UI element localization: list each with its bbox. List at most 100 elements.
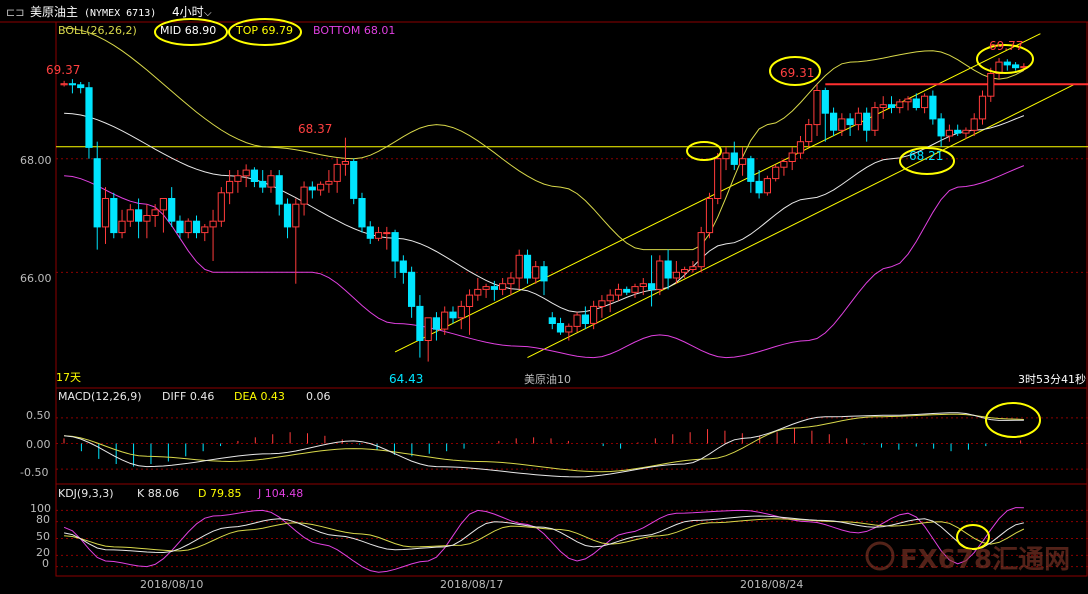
- candle-body: [780, 161, 788, 168]
- highlight-ellipse: [976, 44, 1034, 74]
- candle-body: [714, 158, 722, 199]
- candle-body: [416, 305, 424, 341]
- y-tick-label: 66.00: [20, 272, 52, 285]
- kdj-indicator-label[interactable]: KDJ(9,3,3): [58, 487, 114, 500]
- menu-icon[interactable]: ⊏⊐: [6, 6, 24, 19]
- watermark: FX678汇通网: [865, 541, 1070, 575]
- candle-body: [805, 124, 813, 143]
- candle-body: [85, 87, 93, 148]
- candle-body: [242, 169, 250, 177]
- main-gridlines: [56, 158, 1088, 273]
- highlight-ellipse: [956, 524, 990, 550]
- macd-legend: MACD(12,26,9) DIFF 0.46 DEA 0.43 0.06: [58, 390, 331, 403]
- candle-body: [929, 95, 937, 120]
- highlight-ellipse: [985, 402, 1041, 438]
- macd-diff-line: [64, 412, 1024, 478]
- boll-indicator-label[interactable]: BOLL(26,26,2): [58, 24, 137, 37]
- candle-body: [482, 286, 490, 290]
- candle-body: [730, 152, 738, 165]
- main-y-axis: 68.00 66.00: [20, 154, 52, 285]
- candle-body: [739, 158, 747, 165]
- y-tick-label: 100: [30, 502, 51, 515]
- candle-body: [581, 314, 589, 324]
- y-tick-label: 50: [36, 530, 50, 543]
- y-tick-label: 0: [42, 557, 49, 570]
- candle-body: [648, 283, 656, 290]
- candle-body: [118, 220, 126, 234]
- x-tick-label: 2018/08/24: [740, 578, 803, 591]
- kdj-k-line: [63, 515, 1025, 554]
- macd-indicator-label[interactable]: MACD(12,26,9): [58, 390, 142, 403]
- price-annotation: 68.21: [909, 149, 943, 163]
- boll-bottom-label: BOTTOM 68.01: [313, 24, 395, 37]
- period-selector[interactable]: 4小时: [172, 5, 204, 19]
- boll-upper-line: [64, 27, 1025, 251]
- kdj-k-label: K 88.06: [137, 487, 179, 500]
- candle-body: [887, 104, 896, 108]
- candle-body: [788, 152, 796, 162]
- candle-body: [176, 220, 184, 234]
- candle-body: [896, 101, 904, 109]
- candle-body: [763, 178, 771, 194]
- candle-body: [68, 83, 77, 86]
- candle-body: [523, 254, 532, 279]
- candle-body: [1003, 61, 1011, 66]
- candlesticks: [60, 58, 1028, 362]
- candle-body: [325, 180, 333, 185]
- y-tick-label: -0.50: [20, 466, 48, 479]
- candle-body: [606, 294, 614, 302]
- trend-lines: [56, 33, 1088, 359]
- trend-line: [527, 84, 1074, 359]
- candle-body: [341, 161, 349, 165]
- contract-label: 美原油10: [524, 372, 571, 386]
- candle-body: [656, 260, 664, 290]
- candle-body: [159, 198, 168, 211]
- candle-body: [292, 203, 300, 228]
- candle-body: [631, 286, 639, 293]
- period-count-label: 17天: [56, 371, 81, 384]
- candle-body: [77, 84, 85, 89]
- price-annotations: 69.37 68.37 69.31 69.77 68.21 64.43: [46, 39, 1023, 386]
- candle-body: [912, 98, 920, 108]
- watermark-text: FX678汇通网: [900, 545, 1070, 575]
- candle-body: [275, 175, 283, 205]
- candle-body: [135, 209, 143, 222]
- candle-body: [333, 163, 341, 182]
- candle-body: [904, 98, 912, 103]
- y-tick-label: 0.50: [26, 409, 51, 422]
- candle-body: [1012, 64, 1020, 69]
- panel-frames: [0, 21, 1088, 577]
- y-tick-label: 0.00: [26, 438, 51, 451]
- candle-body: [143, 215, 151, 222]
- bollinger-bands: [64, 27, 1025, 359]
- chevron-down-icon[interactable]: ⌵: [204, 8, 212, 19]
- candle-body: [234, 175, 242, 182]
- candle-body: [192, 220, 201, 234]
- candle-body: [681, 269, 689, 273]
- candle-body: [449, 311, 457, 319]
- candle-body: [565, 325, 573, 333]
- candle-body: [838, 118, 846, 131]
- boll-top-label: TOP 69.79: [235, 24, 293, 37]
- candle-body: [499, 283, 507, 290]
- main-legend: BOLL(26,26,2) MID 68.90 TOP 69.79 BOTTOM…: [58, 24, 395, 37]
- candle-body: [639, 283, 647, 288]
- highlight-ellipse: [686, 141, 722, 161]
- watermark-logo-icon: [865, 541, 895, 571]
- kdj-lines: [63, 507, 1025, 573]
- candle-body: [830, 112, 838, 131]
- candle-body: [945, 129, 953, 137]
- candle-body: [465, 294, 474, 308]
- candle-body: [110, 198, 118, 234]
- boll-mid-label: MID 68.90: [160, 24, 216, 37]
- kdj-j-label: J 104.48: [257, 487, 303, 500]
- x-axis: 2018/08/10 2018/08/17 2018/08/24: [140, 578, 803, 591]
- candle-body: [987, 73, 995, 97]
- panel-border: [55, 483, 1088, 577]
- candle-body: [863, 112, 871, 131]
- candle-body: [184, 220, 192, 234]
- highlight-ellipses: [154, 18, 1034, 175]
- candle-body: [623, 288, 631, 293]
- candle-body: [540, 266, 548, 282]
- macd-dea-line: [64, 413, 1024, 473]
